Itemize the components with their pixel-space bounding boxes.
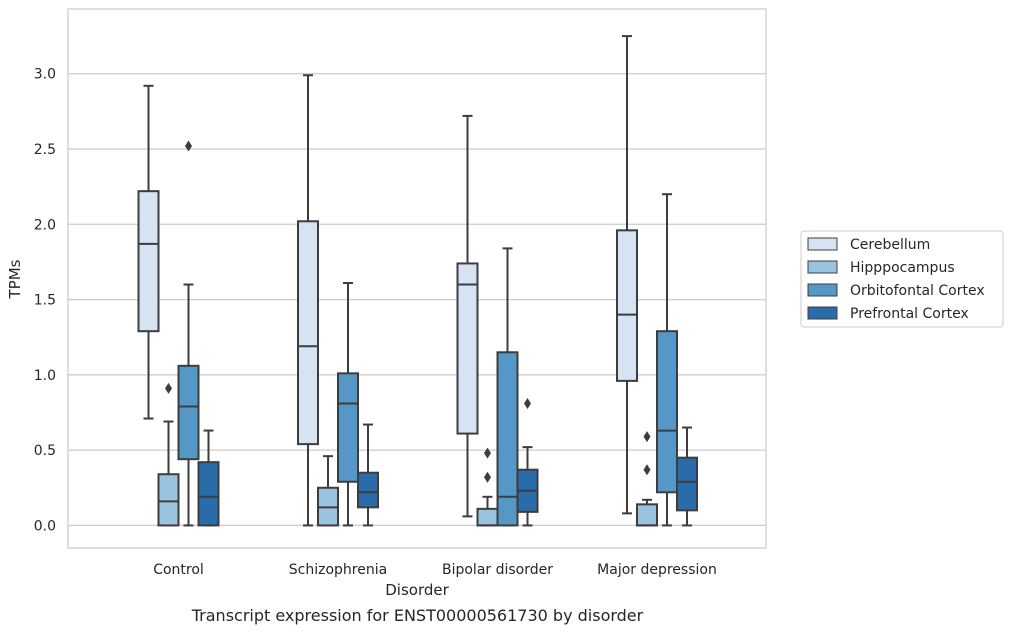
box-orbitofontal-cortex-0 bbox=[177, 140, 200, 527]
legend-frame bbox=[800, 230, 1004, 328]
x-tick-label: Schizophrenia bbox=[289, 562, 387, 578]
legend-swatch bbox=[807, 283, 838, 297]
x-axis-label: Disorder bbox=[385, 581, 449, 599]
legend-label: Hipppocampus bbox=[850, 260, 955, 276]
legend-label: Prefrontal Cortex bbox=[850, 306, 969, 322]
box bbox=[157, 473, 180, 527]
y-axis-ticks: 0.0 0.5 1.0 1.5 2.0 2.5 3.0 bbox=[34, 67, 56, 535]
box bbox=[337, 372, 359, 483]
legend-swatch bbox=[807, 306, 838, 320]
box bbox=[297, 220, 319, 446]
outlier-point bbox=[165, 382, 172, 394]
box-hipppocampus-1 bbox=[317, 455, 339, 527]
outlier-point bbox=[643, 464, 651, 476]
outlier-point bbox=[524, 397, 531, 409]
legend-swatch bbox=[807, 260, 838, 274]
box-prefrontal-cortex-3 bbox=[676, 426, 698, 527]
x-axis-ticks: Control Schizophrenia Bipolar disorder Majo… bbox=[153, 562, 717, 578]
legend-swatch bbox=[807, 237, 838, 251]
outlier-point bbox=[484, 471, 491, 483]
y-tick-label: 2.5 bbox=[34, 142, 56, 158]
box bbox=[476, 507, 499, 527]
box-prefrontal-cortex-1 bbox=[357, 423, 379, 527]
box bbox=[616, 229, 638, 382]
y-tick-label: 0.5 bbox=[34, 443, 56, 459]
x-tick-label: Major depression bbox=[597, 562, 717, 578]
x-tick-label: Control bbox=[153, 562, 204, 578]
legend-label: Cerebellum bbox=[850, 237, 930, 253]
outlier-point bbox=[484, 447, 491, 459]
box-orbitofontal-cortex-1 bbox=[337, 282, 359, 527]
chart-caption: Transcript expression for ENST0000056173… bbox=[191, 606, 644, 625]
box-cerebellum-3 bbox=[616, 35, 638, 515]
box bbox=[177, 364, 200, 461]
box-orbitofontal-cortex-2 bbox=[496, 247, 519, 527]
y-tick-label: 3.0 bbox=[34, 67, 56, 83]
legend: Cerebellum Hipppocampus Orbitofontal Corte… bbox=[800, 230, 1004, 328]
box bbox=[676, 456, 698, 512]
box-hipppocampus-3 bbox=[636, 431, 658, 527]
box bbox=[456, 262, 479, 435]
box-prefrontal-cortex-2 bbox=[516, 397, 539, 527]
x-tick-label: Bipolar disorder bbox=[442, 562, 553, 578]
box bbox=[656, 330, 678, 494]
y-tick-label: 1.0 bbox=[34, 368, 56, 384]
box bbox=[496, 351, 519, 527]
y-tick-label: 1.5 bbox=[34, 293, 56, 309]
box bbox=[197, 461, 220, 527]
box-prefrontal-cortex-0 bbox=[197, 429, 220, 527]
box-orbitofontal-cortex-3 bbox=[656, 193, 678, 527]
outlier-point bbox=[185, 140, 192, 152]
box-groups bbox=[137, 35, 698, 527]
box-cerebellum-1 bbox=[297, 74, 319, 527]
box bbox=[636, 503, 658, 527]
box-cerebellum-0 bbox=[137, 84, 160, 420]
y-tick-label: 0.0 bbox=[34, 518, 56, 534]
box-cerebellum-2 bbox=[456, 114, 479, 518]
y-axis-label: TPMs bbox=[6, 259, 24, 299]
box bbox=[357, 471, 379, 509]
box bbox=[137, 190, 160, 333]
legend-label: Orbitofontal Cortex bbox=[850, 283, 985, 299]
y-tick-label: 2.0 bbox=[34, 217, 56, 233]
outlier-point bbox=[643, 431, 651, 443]
box-hipppocampus-0 bbox=[157, 382, 180, 527]
